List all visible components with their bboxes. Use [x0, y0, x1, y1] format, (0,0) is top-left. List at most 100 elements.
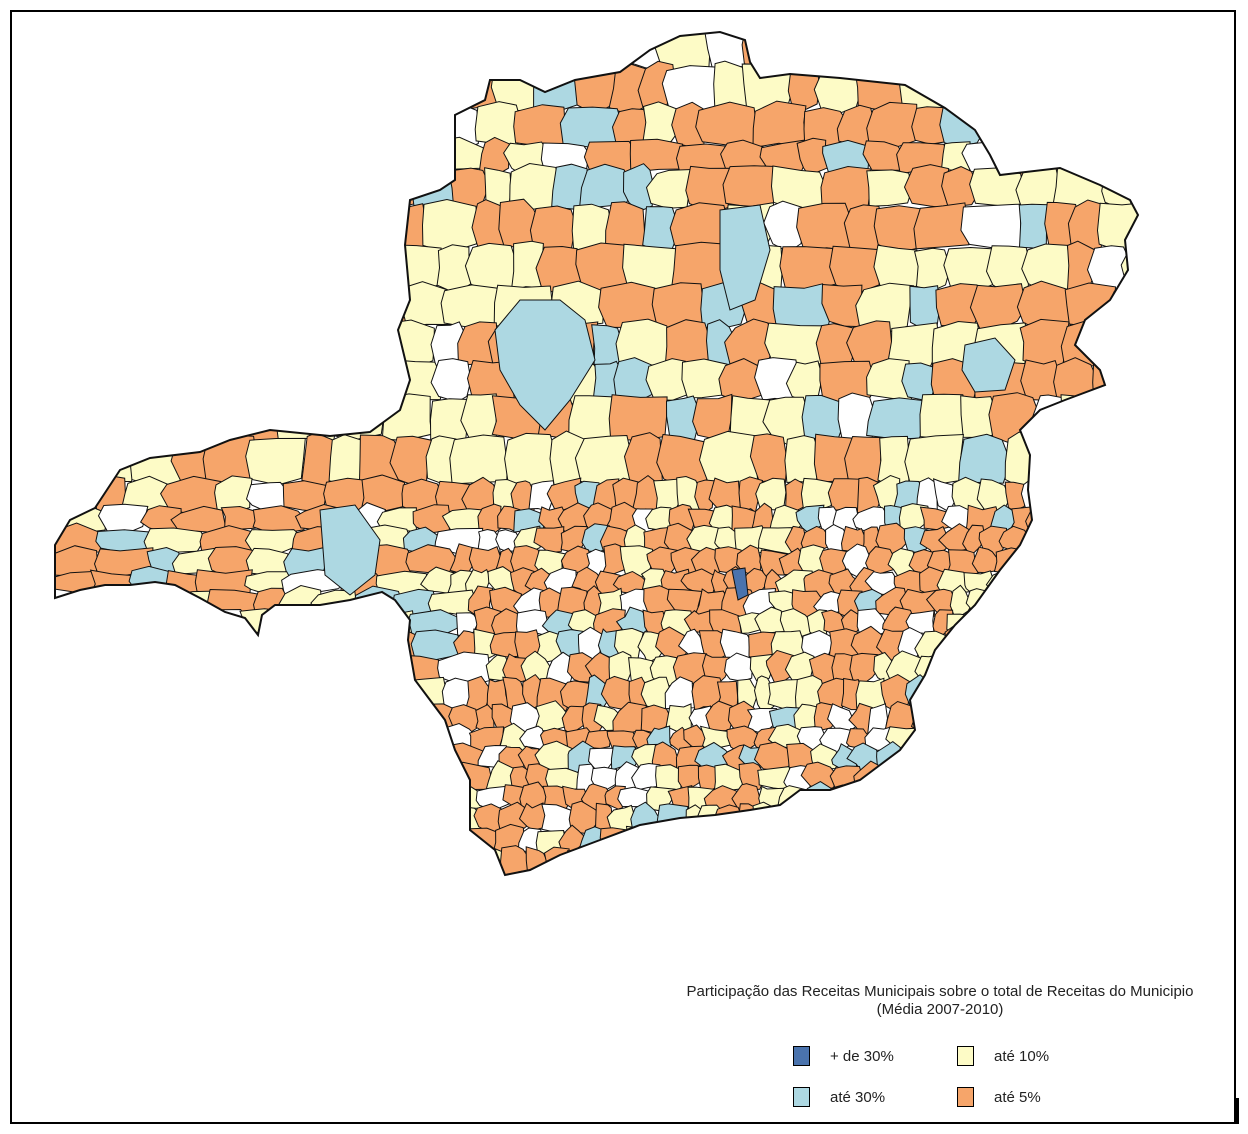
municipality-cell — [104, 319, 162, 368]
municipality-cell — [339, 103, 383, 147]
municipality-cell — [954, 843, 988, 875]
municipality-cell — [1092, 787, 1119, 812]
municipality-cell — [1131, 524, 1138, 552]
municipality-cell — [55, 781, 109, 809]
municipality-cell — [955, 705, 987, 735]
municipality-cell — [55, 803, 85, 835]
municipality-cell — [676, 842, 709, 875]
municipality-cell — [1038, 608, 1060, 637]
municipality-cell — [345, 707, 397, 734]
municipality-cell — [991, 803, 1016, 835]
municipality-cell — [838, 823, 868, 853]
municipality-cell — [1012, 761, 1046, 791]
municipality-cell — [92, 590, 132, 617]
municipality-cell — [897, 782, 923, 813]
municipality-cell — [1123, 32, 1138, 68]
municipality-cell — [404, 743, 449, 774]
municipality-cell — [943, 825, 976, 855]
municipality-cell — [937, 703, 957, 737]
municipality-cell — [952, 680, 982, 710]
legend-swatch-up-to-10 — [957, 1046, 974, 1066]
municipality-cell — [449, 434, 508, 485]
municipality-cell — [960, 782, 998, 809]
municipality-cell — [1064, 282, 1117, 328]
municipality-cell — [1079, 503, 1103, 535]
municipality-cell — [94, 140, 150, 171]
municipality-cell — [857, 32, 893, 70]
municipality-cell — [1009, 801, 1037, 838]
municipality-cell — [1091, 32, 1132, 73]
municipality-cell — [1006, 825, 1034, 857]
municipality-cell — [238, 827, 275, 853]
municipality-cell — [99, 205, 154, 252]
municipality-cell — [55, 606, 88, 632]
municipality-cell — [1084, 725, 1116, 755]
municipality-cell — [248, 701, 306, 736]
municipality-cell — [1106, 824, 1138, 856]
municipality-cell — [905, 843, 940, 875]
municipality-cell — [1092, 358, 1138, 406]
municipality-cell — [1015, 569, 1053, 596]
municipality-cell — [106, 32, 148, 73]
municipality-cell — [144, 202, 197, 248]
municipality-cell — [923, 869, 959, 875]
municipality-cell — [304, 654, 352, 686]
municipality-cell — [504, 432, 558, 489]
municipality-cell — [729, 825, 763, 854]
municipality-cell — [645, 168, 693, 209]
municipality-cell — [813, 59, 864, 115]
municipality-cell — [273, 803, 327, 837]
municipality-cell — [369, 826, 417, 858]
municipality-cell — [954, 652, 982, 685]
municipality-cell — [841, 804, 868, 832]
municipality-cell — [1076, 873, 1106, 875]
municipality-cell — [654, 871, 685, 875]
municipality-cell — [152, 64, 209, 110]
municipality-cell — [791, 826, 825, 857]
municipality-cell — [102, 785, 164, 808]
municipality-cell — [118, 167, 167, 212]
municipality-cell — [513, 104, 566, 147]
municipality-cell — [1137, 784, 1138, 813]
municipality-cell — [155, 781, 190, 809]
municipality-cell — [936, 653, 964, 687]
municipality-cell — [354, 203, 388, 252]
municipality-cell — [650, 827, 688, 854]
municipality-cell — [55, 137, 105, 174]
municipality-cell — [1001, 67, 1064, 112]
municipality-cell — [1097, 503, 1129, 534]
municipality-cell — [624, 846, 658, 875]
municipality-cell — [1043, 569, 1078, 598]
municipality-cell — [55, 828, 98, 854]
municipality-cell — [321, 679, 354, 709]
municipality-cell — [1121, 548, 1138, 577]
municipality-cell — [76, 802, 135, 837]
municipality-cell — [345, 783, 383, 815]
municipality-cell — [820, 800, 854, 834]
municipality-cell — [1031, 678, 1068, 710]
municipality-cell — [131, 631, 164, 665]
municipality-cell — [1109, 799, 1138, 836]
municipality-cell — [55, 360, 100, 401]
municipality-cell — [310, 611, 343, 637]
municipality-cell — [157, 804, 212, 835]
municipality-cell — [835, 871, 864, 875]
municipality-cell — [558, 870, 586, 875]
municipality-cell — [605, 201, 646, 249]
municipality-cell — [958, 744, 989, 772]
municipality-cell — [312, 244, 353, 288]
municipality-cell — [102, 628, 142, 662]
municipality-cell — [911, 803, 936, 838]
municipality-cell — [121, 676, 156, 716]
municipality-cell — [370, 804, 429, 834]
municipality-cell — [1136, 477, 1138, 516]
municipality-cell — [775, 822, 801, 852]
municipality-cell — [421, 61, 464, 113]
municipality-cell — [937, 740, 966, 774]
municipality-cell — [204, 805, 244, 831]
municipality-cell — [1065, 744, 1093, 770]
municipality-cell — [1030, 436, 1089, 484]
municipality-cell — [647, 842, 684, 875]
municipality-cell — [1018, 545, 1048, 576]
